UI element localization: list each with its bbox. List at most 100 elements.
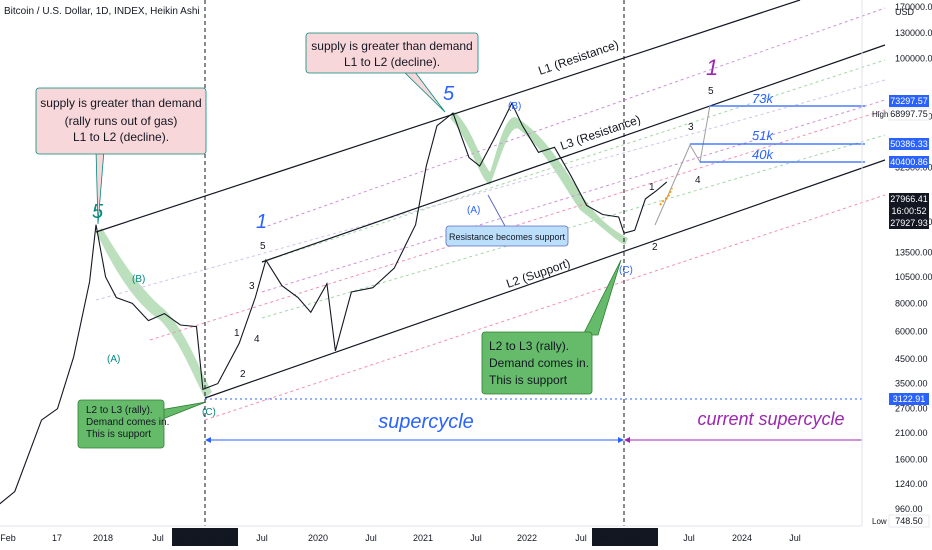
x-tick-7: 2021 [413, 533, 433, 543]
price-tag-value-7: 3122.91 [893, 394, 926, 404]
wave-big-5-mid: 5 [443, 83, 455, 105]
svg-text:Demand comes in.: Demand comes in. [489, 356, 589, 370]
wave-b-second: (B) [508, 101, 521, 112]
svg-text:(rally runs out of gas): (rally runs out of gas) [65, 114, 178, 128]
price-tag-value-6: 27927.93 [890, 218, 928, 228]
wave-impulse-3: 3 [249, 281, 255, 292]
note-resistance: Resistance becomes support [445, 194, 569, 247]
svg-text:Resistance becomes support: Resistance becomes support [449, 232, 566, 242]
x-tick-10: Jul [575, 533, 587, 543]
projection-path [654, 104, 711, 226]
svg-text:Sat 15 Dec '18: Sat 15 Dec '18 [176, 533, 235, 543]
projection-orange [659, 187, 673, 206]
svg-text:L2 to L3 (rally).: L2 to L3 (rally). [489, 339, 569, 353]
channel-l1-resistance [95, 0, 801, 233]
x-tick-6: Jul [365, 533, 377, 543]
price-series [0, 102, 668, 505]
y-tick-2: 100000.00 [895, 54, 932, 64]
x-tick-8: Jul [470, 533, 482, 543]
svg-text:Demand comes in.: Demand comes in. [86, 417, 169, 428]
wave-impulse-4: 4 [254, 334, 260, 345]
x-tick-4: Jul [256, 533, 268, 543]
price-tag-0: 73297.57 [889, 95, 929, 107]
svg-text:L2 to L3 (rally).: L2 to L3 (rally). [86, 405, 153, 416]
y-tick-6: 13500.00 [895, 248, 932, 258]
wave-proj-5: 5 [708, 86, 714, 97]
wave-a-first: (A) [107, 354, 120, 365]
y-tick-14: 1600.00 [895, 455, 928, 465]
wave-proj-3: 3 [688, 122, 694, 133]
target-40k-label: 40k [752, 147, 774, 162]
svg-text:supply is greater than demand: supply is greater than demand [40, 96, 201, 110]
svg-text:supply is greater than demand: supply is greater than demand [311, 39, 472, 53]
y-tick-13: 2100.00 [895, 428, 928, 438]
y-tick-15: 1240.00 [895, 479, 928, 489]
note-bottom-left: L2 to L3 (rally). Demand comes in. This … [77, 399, 207, 449]
wave-c-second: (C) [619, 265, 633, 276]
svg-text:L1 to L2 (decline).: L1 to L2 (decline). [73, 130, 169, 144]
supercycle-label: supercycle [378, 411, 474, 433]
price-tag-value-4: 27966.41 [890, 194, 928, 204]
price-tag-value-2: 50386.33 [890, 139, 928, 149]
price-tag-value-1: 68997.75 [890, 109, 928, 119]
price-tag-8: Low 748.50 [872, 514, 930, 528]
price-tag-value-5: 16:00:52 [891, 206, 926, 216]
wave-proj-4: 4 [695, 175, 701, 186]
y-tick-10: 4500.00 [895, 354, 928, 364]
y-tick-7: 10500.00 [895, 272, 932, 282]
price-tag-3: 40400.86 [889, 156, 929, 168]
y-tick-1: 130000.00 [895, 28, 932, 38]
channel-l2-support [204, 159, 886, 399]
x-tick-12: 2024 [732, 533, 752, 543]
wave-impulse-2: 2 [240, 369, 246, 380]
wave-big-1-right: 1 [706, 55, 718, 80]
x-highlight-1: Sat 15 Dec '18 [172, 528, 238, 546]
note-top-mid: supply is greater than demand L1 to L2 (… [305, 32, 479, 113]
y-tick-12: 2700.00 [895, 404, 928, 414]
channel-l3-resistance [261, 44, 886, 263]
wave-impulse-1: 1 [234, 328, 240, 339]
channel-guidelines [95, 7, 886, 421]
target-51k-label: 51k [752, 128, 774, 143]
svg-text:L1 to L2 (decline).: L1 to L2 (decline). [344, 55, 440, 69]
svg-text:Tue 22 Nov '22: Tue 22 Nov '22 [594, 533, 654, 543]
wave-big-1-left: 1 [256, 211, 267, 233]
wave-impulse-5: 5 [260, 241, 266, 252]
price-tag-1: High 68997.75 [872, 107, 930, 121]
x-highlight-2: Tue 22 Nov '22 [592, 528, 658, 546]
price-tag-value-8: 748.50 [895, 516, 923, 526]
green-zone-2 [450, 112, 628, 245]
x-tick-2: 2018 [93, 533, 113, 543]
price-tag-kind-1: High [872, 110, 888, 119]
target-73k-label: 73k [752, 91, 774, 106]
y-tick-16: 960.00 [895, 504, 923, 514]
y-axis-ticks: 170000.00130000.00100000.0055000.0032500… [895, 2, 932, 514]
wave-b-first: (B) [132, 274, 145, 285]
x-tick-5: 2020 [308, 533, 328, 543]
price-tag-4: 27966.41 [889, 193, 929, 205]
note-top-left: supply is greater than demand (rally run… [35, 87, 207, 225]
x-tick-13: Jul [789, 533, 801, 543]
green-zone-1 [96, 228, 212, 398]
price-tag-5: 16:00:52 [889, 205, 929, 217]
svg-text:This is support: This is support [86, 429, 151, 440]
price-tag-7: 3122.91 [889, 393, 929, 405]
wave-proj-2: 2 [652, 242, 658, 253]
x-tick-0: Feb [0, 533, 16, 543]
wave-c-first: (C) [202, 407, 216, 418]
y-tick-11: 3500.00 [895, 379, 928, 389]
y-tick-8: 8000.00 [895, 298, 928, 308]
y-tick-0: 170000.00 [895, 2, 932, 12]
price-tag-6: 27927.93 [889, 217, 929, 229]
x-tick-9: 2022 [517, 533, 537, 543]
price-tag-2: 50386.33 [889, 138, 929, 150]
x-axis-ticks: Feb 17 2018 Jul Jul 2020 Jul 2021 Jul 2022 Jul Jul 2… [0, 533, 801, 543]
chart-title: Bitcoin / U.S. Dollar, 1D, INDEX, Heikin… [4, 6, 200, 17]
svg-text:This is support: This is support [489, 373, 568, 387]
x-tick-3: Jul [152, 533, 164, 543]
wave-a-second: (A) [467, 205, 480, 216]
price-tag-kind-8: Low [872, 517, 887, 526]
price-tag-value-0: 73297.57 [890, 96, 928, 106]
